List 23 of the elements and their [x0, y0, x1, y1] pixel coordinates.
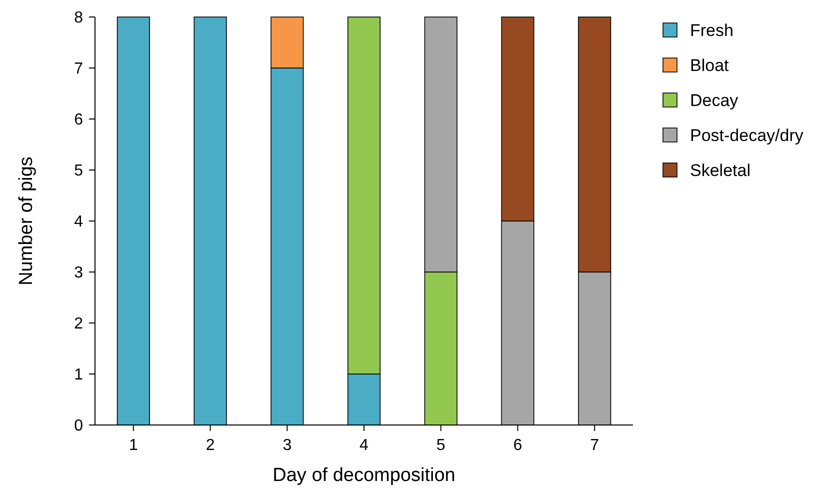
y-tick-label: 5: [74, 162, 84, 180]
x-tick-label: 4: [360, 437, 369, 454]
y-tick-label: 6: [74, 112, 84, 129]
y-tick-label: 8: [74, 10, 84, 27]
x-tick-label: 3: [282, 437, 292, 454]
x-tick-label: 2: [206, 437, 215, 454]
y-tick-label: 1: [74, 366, 84, 384]
legend-label: Skeletal: [690, 160, 750, 180]
y-tick-label: 3: [74, 264, 84, 282]
legend-label: Decay: [690, 90, 739, 110]
x-tick-label: 6: [513, 437, 522, 454]
y-tick-label: 7: [74, 60, 84, 78]
y-tick-label: 0: [74, 418, 84, 435]
x-tick-label: 5: [436, 437, 446, 454]
x-tick-label: 7: [590, 437, 600, 454]
y-tick-label: 2: [74, 316, 84, 333]
legend-label: Post-decay/dry: [690, 126, 804, 145]
x-tick-label: 1: [128, 437, 138, 454]
x-axis-title: Day of decomposition: [272, 465, 456, 486]
legend-label: Bloat: [690, 56, 730, 75]
legend-label: Fresh: [690, 20, 734, 40]
y-tick-label: 4: [74, 214, 84, 231]
y-axis-title: Number of pigs: [16, 156, 37, 286]
